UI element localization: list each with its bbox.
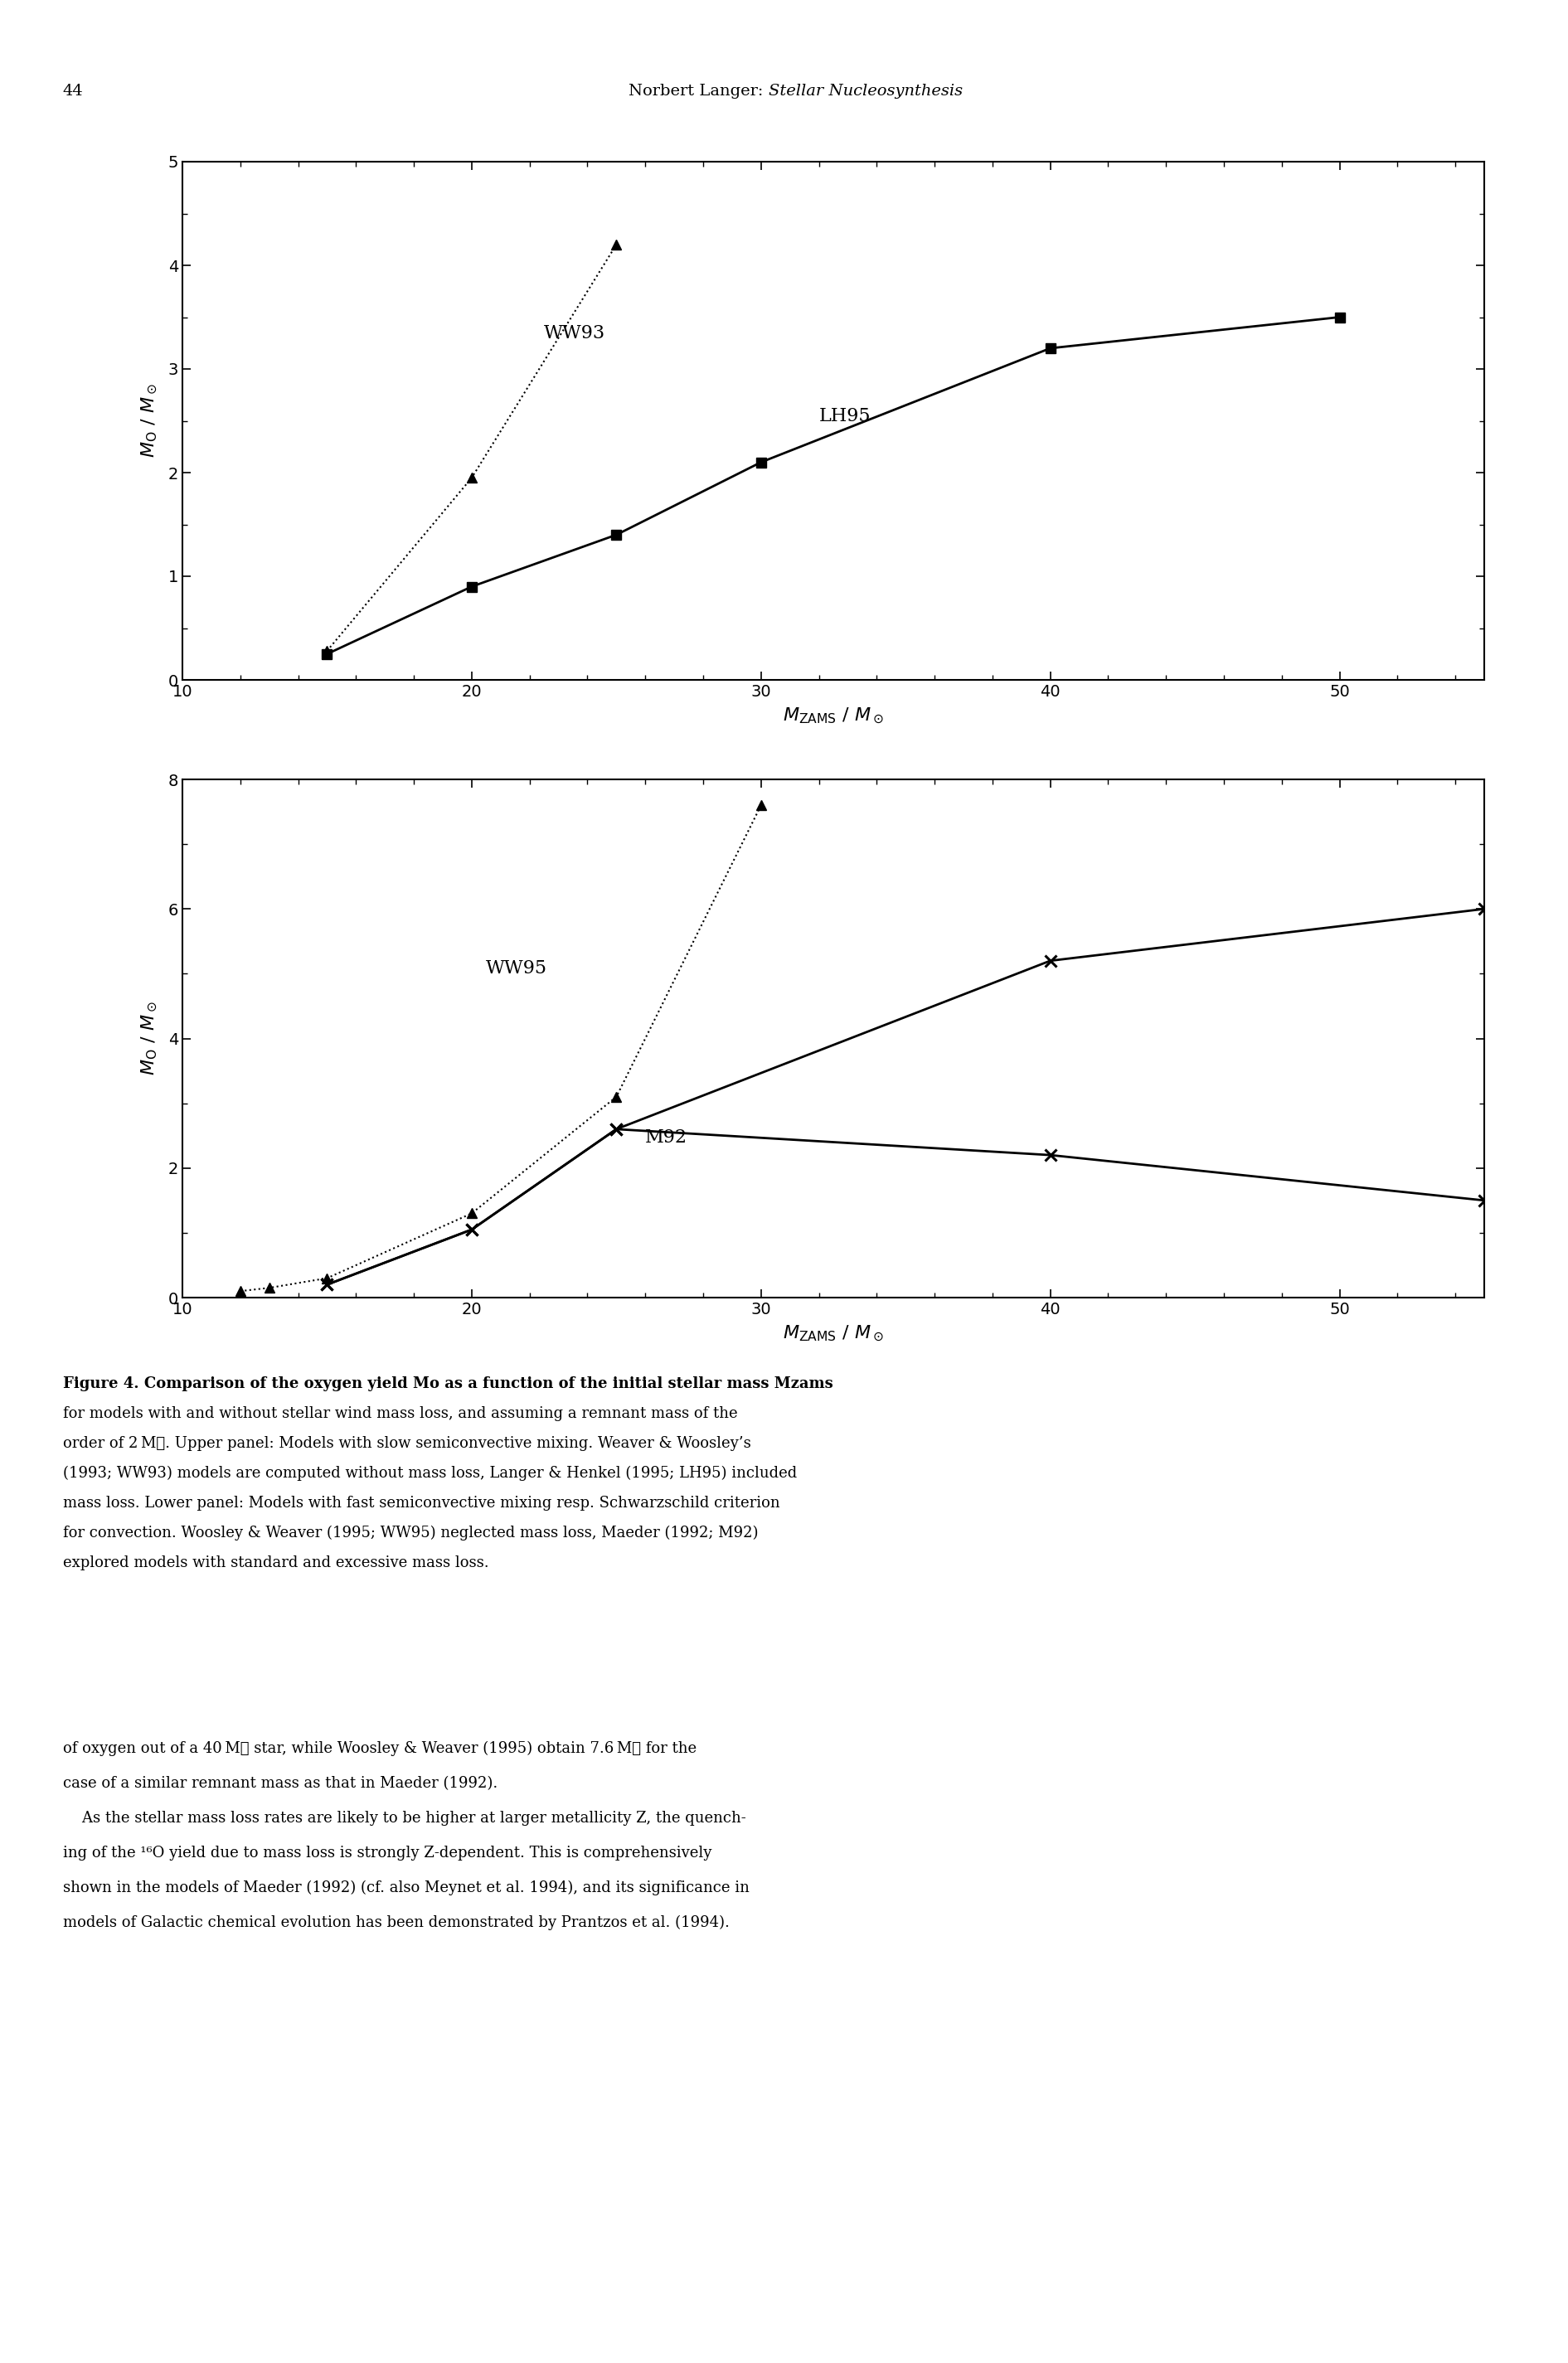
Text: ing of the ¹⁶O yield due to mass loss is strongly Z-dependent. This is comprehen: ing of the ¹⁶O yield due to mass loss is… [63, 1846, 712, 1860]
Text: Stellar Nucleosynthesis: Stellar Nucleosynthesis [768, 83, 963, 99]
Text: Figure 4. Comparison of the oxygen yield Mo as a function of the initial stellar: Figure 4. Comparison of the oxygen yield… [63, 1375, 833, 1392]
Text: 44: 44 [63, 83, 83, 99]
Text: WW95: WW95 [486, 959, 547, 978]
Text: explored models with standard and excessive mass loss.: explored models with standard and excess… [63, 1555, 489, 1571]
Text: shown in the models of Maeder (1992) (cf. also Meynet et al. 1994), and its sign: shown in the models of Maeder (1992) (cf… [63, 1881, 750, 1895]
Text: WW93: WW93 [544, 324, 605, 343]
Text: Norbert Langer:: Norbert Langer: [629, 83, 768, 99]
X-axis label: $M_\mathrm{ZAMS}\ /\ M_\odot$: $M_\mathrm{ZAMS}\ /\ M_\odot$ [782, 1323, 884, 1345]
Y-axis label: $M_\mathrm{O}\ /\ M_\odot$: $M_\mathrm{O}\ /\ M_\odot$ [140, 1002, 158, 1075]
Text: M92: M92 [646, 1127, 688, 1146]
Text: order of 2 M☉. Upper panel: Models with slow semiconvective mixing. Weaver & Woo: order of 2 M☉. Upper panel: Models with … [63, 1437, 751, 1451]
Text: case of a similar remnant mass as that in Maeder (1992).: case of a similar remnant mass as that i… [63, 1777, 497, 1791]
Text: of oxygen out of a 40 M☉ star, while Woosley & Weaver (1995) obtain 7.6 M☉ for t: of oxygen out of a 40 M☉ star, while Woo… [63, 1742, 696, 1756]
Y-axis label: $M_\mathrm{O}\ /\ M_\odot$: $M_\mathrm{O}\ /\ M_\odot$ [140, 383, 158, 458]
Text: mass loss. Lower panel: Models with fast semiconvective mixing resp. Schwarzschi: mass loss. Lower panel: Models with fast… [63, 1496, 779, 1510]
Text: for convection. Woosley & Weaver (1995; WW95) neglected mass loss, Maeder (1992;: for convection. Woosley & Weaver (1995; … [63, 1526, 757, 1541]
Text: LH95: LH95 [818, 406, 870, 425]
Text: As the stellar mass loss rates are likely to be higher at larger metallicity Z, : As the stellar mass loss rates are likel… [63, 1810, 746, 1827]
Text: models of Galactic chemical evolution has been demonstrated by Prantzos et al. (: models of Galactic chemical evolution ha… [63, 1916, 729, 1931]
Text: (1993; WW93) models are computed without mass loss, Langer & Henkel (1995; LH95): (1993; WW93) models are computed without… [63, 1465, 797, 1482]
Text: for models with and without stellar wind mass loss, and assuming a remnant mass : for models with and without stellar wind… [63, 1406, 737, 1420]
X-axis label: $M_\mathrm{ZAMS}\ /\ M_\odot$: $M_\mathrm{ZAMS}\ /\ M_\odot$ [782, 707, 884, 725]
